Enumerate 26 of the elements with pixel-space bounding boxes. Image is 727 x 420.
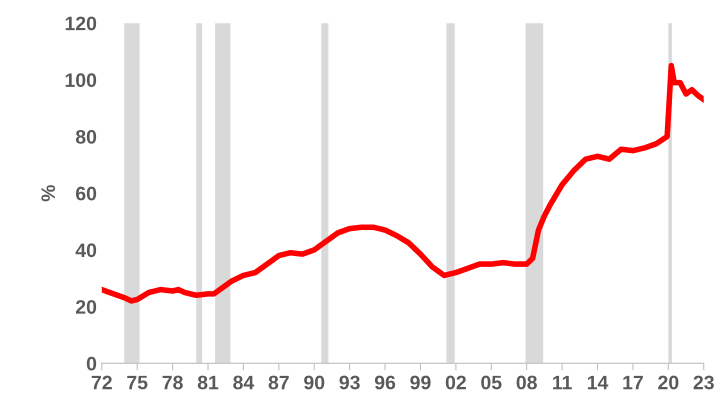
x-tick-label: 17: [623, 376, 643, 390]
y-tick-label: 20: [76, 300, 96, 314]
x-tick-label: 99: [410, 376, 431, 390]
y-tick-label: 60: [76, 186, 96, 200]
x-tick-label: 78: [162, 376, 183, 390]
y-tick-label: 40: [76, 243, 96, 258]
x-tick-label: 05: [481, 376, 502, 390]
y-tick-label: 120: [66, 16, 96, 30]
x-tick-label: 11: [553, 376, 572, 390]
x-tick-label: 23: [694, 376, 714, 390]
x-tick-label: 93: [340, 376, 360, 390]
x-tick-label: 96: [374, 376, 396, 390]
x-tick-label: 84: [233, 376, 254, 390]
x-tick-label: 81: [198, 376, 218, 390]
x-tick-label: 72: [92, 376, 112, 390]
x-tick-label: 02: [446, 376, 466, 390]
y-tick-label: 0: [86, 356, 96, 371]
y-axis-title: %: [41, 185, 56, 202]
y-tick-label: 100: [66, 73, 96, 88]
x-tick-label: 87: [268, 376, 289, 390]
y-tick-label: 80: [76, 130, 96, 144]
x-tick-label: 75: [127, 376, 148, 390]
x-tick-label: 90: [304, 376, 324, 390]
x-tick-label: 20: [658, 376, 678, 390]
x-tick-label: 08: [516, 376, 537, 390]
x-tick-label: 14: [588, 376, 608, 390]
